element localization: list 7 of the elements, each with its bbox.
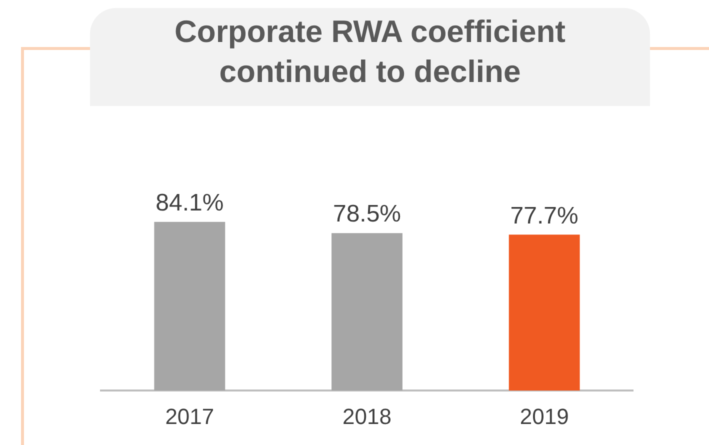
x-tick-label: 2017: [165, 404, 214, 429]
x-tick-label: 2019: [520, 404, 569, 429]
data-label: 78.5%: [332, 200, 402, 228]
chart-title: Corporate RWA coefficient continued to decline: [174, 13, 566, 91]
x-tick-label: 2018: [342, 404, 392, 429]
data-label: 84.1%: [156, 189, 224, 216]
data-label: 77.7%: [510, 202, 578, 230]
